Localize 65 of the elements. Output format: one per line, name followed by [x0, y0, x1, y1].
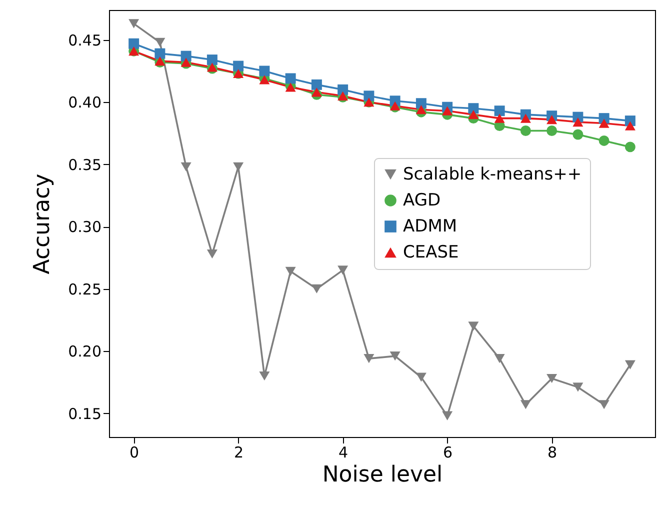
y-tick-label: 0.30 [68, 218, 102, 236]
point [572, 382, 584, 392]
point [154, 38, 166, 47]
point [520, 114, 531, 123]
y-tick-label: 0.15 [68, 404, 102, 423]
x-tick-label: 6 [443, 444, 453, 462]
point [624, 142, 636, 152]
point [233, 60, 244, 72]
point [546, 374, 558, 384]
point [285, 73, 296, 84]
point [128, 19, 140, 28]
point [154, 48, 166, 59]
legend-label: CEASE [403, 242, 459, 262]
point [468, 110, 479, 120]
y-tick-label: 0.20 [68, 342, 102, 361]
point [598, 118, 610, 128]
point [311, 79, 322, 90]
point [364, 90, 374, 102]
point [598, 400, 610, 410]
point [442, 106, 453, 116]
y-tick-label: 0.35 [68, 156, 102, 174]
point [546, 115, 558, 124]
point [598, 135, 610, 146]
point [416, 98, 426, 109]
point [311, 284, 322, 294]
point [494, 354, 505, 364]
point [364, 354, 374, 364]
point [285, 266, 296, 276]
point [390, 352, 400, 361]
point [494, 114, 505, 123]
point [468, 103, 479, 114]
point [259, 371, 270, 381]
point [180, 162, 192, 172]
legend-label: ADMM [403, 216, 458, 236]
point [468, 322, 479, 331]
point [416, 105, 426, 114]
x-tick-label: 4 [338, 444, 348, 462]
point [494, 106, 505, 116]
point [546, 126, 558, 136]
point [338, 84, 348, 95]
y-tick-label: 0.40 [68, 94, 102, 112]
x-axis-title: Noise level [322, 462, 443, 488]
y-tick-label: 0.45 [68, 31, 102, 50]
x-tick-label: 8 [548, 444, 558, 462]
point [520, 400, 531, 410]
point [206, 54, 218, 66]
point [180, 50, 192, 62]
point [206, 249, 218, 259]
point [572, 118, 584, 127]
y-tick-label: 0.25 [68, 280, 102, 298]
point [624, 121, 636, 130]
point [128, 38, 140, 49]
legend-label: AGD [403, 190, 441, 210]
x-tick-label: 0 [130, 444, 140, 462]
x-tick-label: 2 [234, 444, 244, 462]
y-axis-title: Accuracy [30, 174, 56, 274]
point [416, 372, 426, 382]
point [520, 126, 531, 136]
point [572, 129, 584, 140]
point [338, 266, 348, 275]
legend-label: Scalable k-means++ [403, 164, 582, 184]
point [442, 411, 453, 420]
point [624, 360, 636, 370]
point [311, 88, 322, 97]
point [259, 66, 270, 76]
